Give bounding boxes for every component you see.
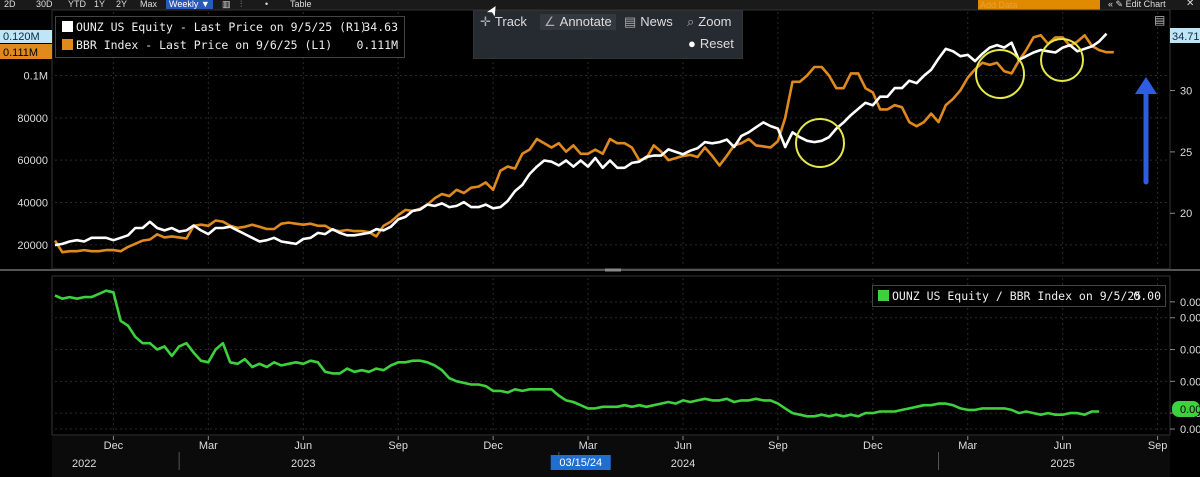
reset-label: Reset [699, 36, 734, 51]
ratio-axis-tick-label: 0.00 [1180, 376, 1200, 388]
ratio-last-badge-bg [1172, 401, 1200, 417]
top-toolbar: 2D 30D YTD 1Y 2Y Max Weekly ▼ ▥ ⫶ • Tabl… [0, 0, 1200, 10]
legend-label-bbr: BBR Index - Last Price on 9/6/25 (L1) [76, 38, 333, 52]
highlight-circle-2 [975, 49, 1025, 99]
range-30d[interactable]: 30D [36, 0, 53, 9]
ratio-axis-tick-label: 0.00 [1180, 313, 1200, 325]
x-month-label: Dec [863, 440, 883, 452]
zoom-button[interactable]: ⌕ Zoom [687, 14, 732, 30]
range-max[interactable]: Max [140, 0, 158, 9]
track-label: Track [494, 14, 527, 29]
track-button[interactable]: ✛ Track [480, 14, 527, 30]
legend-value-bbr: 0.111M [356, 38, 398, 52]
legend-item-ounz[interactable]: OUNZ US Equity - Last Price on 9/5/25 (R… [62, 20, 367, 34]
legend-item-bbr[interactable]: BBR Index - Last Price on 9/6/25 (L1) [62, 38, 332, 52]
left-axis-tick-label: 80000 [17, 113, 48, 125]
x-month-label: Jun [674, 440, 692, 452]
x-axis-band [52, 436, 1170, 477]
bottom-legend: OUNZ US Equity / BBR Index on 9/5/25 0.0… [872, 285, 1166, 307]
bars-icon[interactable]: ⫶ [240, 0, 243, 9]
news-icon: ▤ [624, 14, 637, 29]
table-button[interactable]: Table [290, 0, 312, 9]
x-year-label: 2023 [291, 458, 315, 470]
pencil-icon: ∠ [544, 14, 556, 29]
annotate-button[interactable]: ∠ Annotate [540, 14, 616, 30]
legend-value-ounz: 34.63 [363, 20, 398, 34]
x-month-label: Sep [768, 440, 788, 452]
reset-icon: ● [688, 36, 696, 51]
right-last-badge-bg [1170, 28, 1200, 43]
x-month-label: Mar [199, 440, 218, 452]
legend-swatch-ratio [878, 290, 889, 301]
ratio-axis-tick-label: 0.00 [1180, 297, 1200, 309]
zoom-icon: ⌕ [687, 14, 695, 29]
left-axis-tick-label: 40000 [17, 198, 48, 210]
left-top-badge-bg [0, 30, 52, 43]
ratio-line [54, 289, 1100, 418]
crosshair-icon: ✛ [480, 14, 491, 29]
legend-label-ratio: OUNZ US Equity / BBR Index on 9/5/25 [892, 289, 1142, 303]
left-axis-tick-label: 0.1M [24, 71, 48, 83]
candle-icon[interactable]: ▥ [222, 0, 231, 9]
right-axis-tick-label: 25 [1180, 147, 1192, 159]
x-month-label: Dec [483, 440, 503, 452]
ratio-axis-tick-label: 0.00 [1180, 345, 1200, 357]
x-month-label: Dec [104, 440, 124, 452]
ounz-price-line [54, 32, 1108, 247]
annotate-label: Annotate [559, 14, 612, 29]
x-month-label: Jun [1054, 440, 1072, 452]
range-ytd[interactable]: YTD [68, 0, 86, 9]
range-2y[interactable]: 2Y [116, 0, 128, 9]
legend-value-ratio: 0.00 [1133, 289, 1161, 303]
frequency-dropdown[interactable]: Weekly ▼ [166, 0, 213, 9]
x-year-label: 2022 [72, 458, 96, 470]
zoom-label: Zoom [698, 14, 732, 29]
reset-button[interactable]: ● Reset [688, 36, 734, 51]
scroll-icon[interactable]: ▤ [1154, 13, 1165, 27]
x-month-label: Sep [388, 440, 408, 452]
up-arrow-annotation [1135, 77, 1157, 185]
news-button[interactable]: ▤ News [624, 14, 673, 30]
x-month-label: Mar [579, 440, 598, 452]
x-month-label: Mar [958, 440, 977, 452]
edit-chart-label: Edit Chart [1125, 0, 1166, 9]
left-last-badge: 0.111M [3, 47, 38, 59]
range-1y[interactable]: 1Y [94, 0, 106, 9]
top-legend: OUNZ US Equity - Last Price on 9/5/25 (R… [55, 16, 405, 58]
cursor-date-label: 03/15/24 [559, 457, 602, 469]
dot-icon[interactable]: • [265, 0, 269, 9]
news-label: News [640, 14, 673, 29]
legend-swatch-ounz [62, 21, 73, 32]
highlight-circle-3 [1040, 38, 1084, 82]
right-axis-tick-label: 20 [1180, 208, 1192, 220]
close-icon[interactable]: ✕ [1186, 0, 1195, 9]
left-last-badge-bg [0, 44, 52, 59]
x-month-label: Jun [294, 440, 312, 452]
ratio-last-badge: 0.00 [1180, 404, 1200, 416]
range-2d[interactable]: 2D [4, 0, 16, 9]
legend-item-ratio[interactable]: OUNZ US Equity / BBR Index on 9/5/25 [878, 289, 1141, 303]
legend-swatch-bbr [62, 39, 73, 50]
cursor-date-bg [550, 455, 611, 470]
left-axis-tick-label: 20000 [17, 240, 48, 252]
legend-label-ounz: OUNZ US Equity - Last Price on 9/5/25 (R… [76, 20, 367, 34]
add-data-input[interactable]: Add Data [978, 0, 1100, 10]
left-axis-tick-label: 60000 [17, 155, 48, 167]
x-year-label: 2024 [671, 458, 695, 470]
x-month-label: Sep [1148, 440, 1168, 452]
right-axis-tick-label: 30 [1180, 86, 1192, 98]
ratio-axis-tick-label: 0.00 [1180, 424, 1200, 436]
left-top-badge: 0.120M [3, 31, 40, 43]
right-last-badge: 34.71 [1172, 31, 1200, 43]
x-year-label: 2025 [1050, 458, 1074, 470]
edit-chart-button[interactable]: « ✎ Edit Chart [1108, 0, 1166, 9]
chart-toolbar: ✛ Track ∠ Annotate ▤ News ⌕ Zoom ● Reset [473, 10, 743, 59]
highlight-circle-1 [795, 118, 845, 168]
